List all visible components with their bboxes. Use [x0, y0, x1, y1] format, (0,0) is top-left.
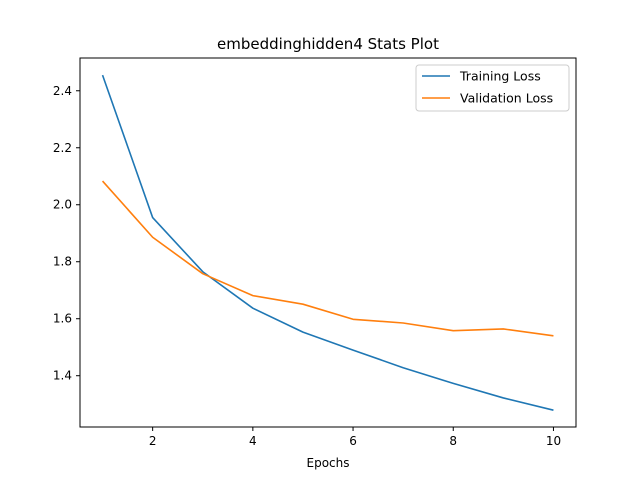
x-axis-label: Epochs [307, 456, 350, 470]
legend-label: Validation Loss [460, 91, 553, 106]
x-tick-label: 8 [449, 434, 457, 448]
series-layer [101, 74, 554, 411]
y-tick-label: 1.8 [53, 255, 72, 269]
plot-frame [79, 57, 577, 428]
x-tick-label: 2 [149, 434, 157, 448]
series-line-validation-loss [101, 180, 554, 337]
y-tick-label: 1.6 [53, 312, 72, 326]
plot-area [80, 58, 576, 427]
plot-background [80, 58, 576, 427]
legend-box [415, 64, 570, 112]
ticks-layer: 2 4 6 8 10 1.4 1.6 1.8 2.0 2.2 2.4 [53, 84, 561, 448]
legend-label: Training Loss [459, 69, 541, 84]
series-line-training-loss [101, 74, 554, 411]
y-tick-label: 2.2 [53, 141, 72, 155]
legend: Training Loss Validation Loss [415, 64, 570, 112]
x-tick-label: 4 [249, 434, 257, 448]
x-tick-label: 10 [546, 434, 561, 448]
chart-title: embeddinghidden4 Stats Plot [217, 35, 439, 53]
y-tick-label: 2.0 [53, 198, 72, 212]
y-tick-label: 2.4 [53, 84, 72, 98]
y-tick-label: 1.4 [53, 369, 72, 383]
x-tick-label: 6 [349, 434, 357, 448]
